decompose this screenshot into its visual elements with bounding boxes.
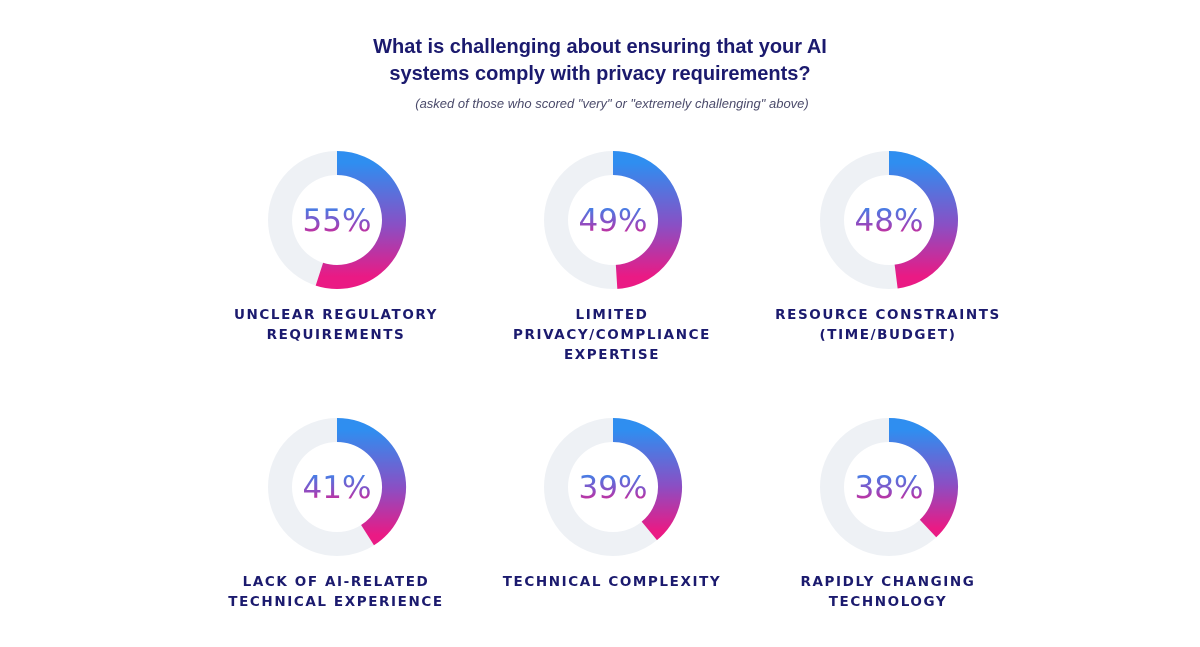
- donut-label-6-line-1: RAPIDLY CHANGING: [800, 574, 976, 590]
- donut-arc-4: [336, 418, 406, 546]
- donut-arc-6: [888, 418, 958, 538]
- donut-chart-3: 48%: [819, 150, 959, 290]
- donut-label-6-line-2: TECHNOLOGY: [828, 594, 948, 610]
- donut-value-2: 49%: [579, 203, 648, 239]
- donut-label-2-line-2: PRIVACY/COMPLIANCE: [513, 327, 711, 343]
- chart-subtitle: (asked of those who scored "very" or "ex…: [415, 96, 809, 111]
- donut-label-3: RESOURCE CONSTRAINTS (TIME/BUDGET): [758, 305, 1018, 345]
- donut-label-1: UNCLEAR REGULATORY REQUIREMENTS: [206, 305, 466, 345]
- donut-value-4: 41%: [303, 470, 372, 506]
- donut-arc-5: [612, 418, 682, 541]
- donut-label-2-line-1: LIMITED: [575, 307, 649, 323]
- chart-title-line-1: What is challenging about ensuring that …: [373, 36, 827, 58]
- donut-chart-4: 41%: [267, 417, 407, 557]
- donut-value-6: 38%: [855, 470, 924, 506]
- donut-label-4-line-2: TECHNICAL EXPERIENCE: [228, 594, 444, 610]
- donut-label-5-line-1: TECHNICAL COMPLEXITY: [502, 574, 722, 590]
- donut-svg-5: 39%: [544, 418, 682, 556]
- donut-label-3-line-1: RESOURCE CONSTRAINTS: [775, 307, 1001, 323]
- donut-label-1-line-1: UNCLEAR REGULATORY: [233, 307, 439, 323]
- donut-value-3: 48%: [855, 203, 924, 239]
- donut-svg-2: 49%: [544, 151, 683, 289]
- donut-svg-3: 48%: [820, 151, 958, 289]
- donut-svg-1: 55%: [268, 151, 406, 289]
- donut-svg-4: 41%: [268, 418, 406, 556]
- donut-svg-6: 38%: [820, 418, 958, 556]
- donut-label-6: RAPIDLY CHANGING TECHNOLOGY: [758, 572, 1018, 612]
- donut-value-1: 55%: [303, 203, 372, 239]
- donut-label-2-line-3: EXPERTISE: [563, 347, 661, 363]
- donut-chart-6: 38%: [819, 417, 959, 557]
- chart-title: What is challenging about ensuring that …: [0, 34, 1200, 88]
- donut-arc-2: [612, 151, 683, 289]
- donut-value-5: 39%: [579, 470, 648, 506]
- donut-label-1-line-2: REQUIREMENTS: [266, 327, 406, 343]
- donut-label-5: TECHNICAL COMPLEXITY: [482, 572, 742, 592]
- donut-arc-3: [888, 151, 958, 289]
- donut-label-3-line-2: (TIME/BUDGET): [819, 327, 957, 343]
- donut-chart-1: 55%: [267, 150, 407, 290]
- donut-label-4: LACK OF AI-RELATED TECHNICAL EXPERIENCE: [206, 572, 466, 612]
- donut-label-4-line-1: LACK OF AI-RELATED: [242, 574, 430, 590]
- donut-chart-2: 49%: [543, 150, 683, 290]
- donut-label-2: LIMITED PRIVACY/COMPLIANCE EXPERTISE: [482, 305, 742, 365]
- donut-arc-1: [315, 151, 406, 289]
- chart-title-line-2: systems comply with privacy requirements…: [389, 63, 811, 85]
- donut-chart-5: 39%: [543, 417, 683, 557]
